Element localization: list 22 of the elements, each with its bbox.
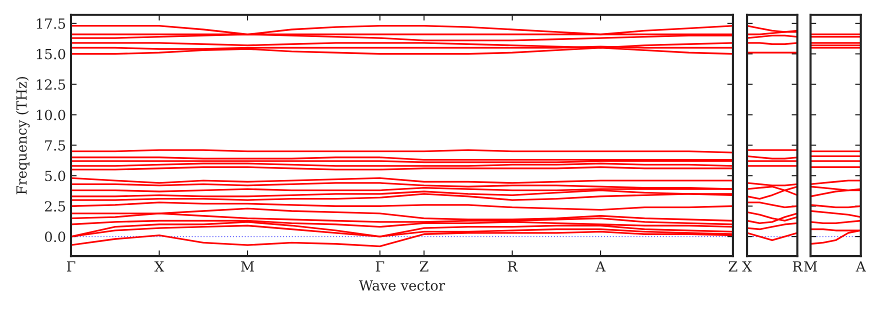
x-tick-label: A: [856, 261, 866, 272]
x-tick-label: Γ: [66, 261, 76, 272]
x-tick-label: Γ: [376, 261, 384, 272]
x-tick-label: Z: [420, 261, 428, 272]
x-tick-label: Z: [728, 261, 738, 272]
x-tick-label: R: [792, 261, 803, 272]
x-tick-label: M: [241, 261, 254, 272]
y-tick-label: 10.0: [36, 110, 66, 120]
x-tick-label: A: [595, 261, 606, 272]
x-tick-label: X: [742, 261, 752, 272]
y-tick-label: 7.5: [45, 140, 66, 151]
y-tick-label: 12.5: [36, 79, 66, 90]
y-tick-label: 5.0: [45, 170, 66, 182]
y-tick-label: 0.0: [44, 232, 66, 242]
y-tick-label: 17.5: [36, 18, 66, 29]
x-tick-label: X: [154, 261, 164, 272]
y-axis-title: Frequency (THz): [16, 77, 30, 194]
x-tick-label: R: [508, 261, 518, 272]
x-axis-title: Wave vector: [358, 280, 446, 291]
x-tick-label: M: [804, 261, 817, 272]
y-tick-label: 15.0: [36, 48, 66, 60]
y-tick-label: 2.5: [44, 201, 66, 212]
